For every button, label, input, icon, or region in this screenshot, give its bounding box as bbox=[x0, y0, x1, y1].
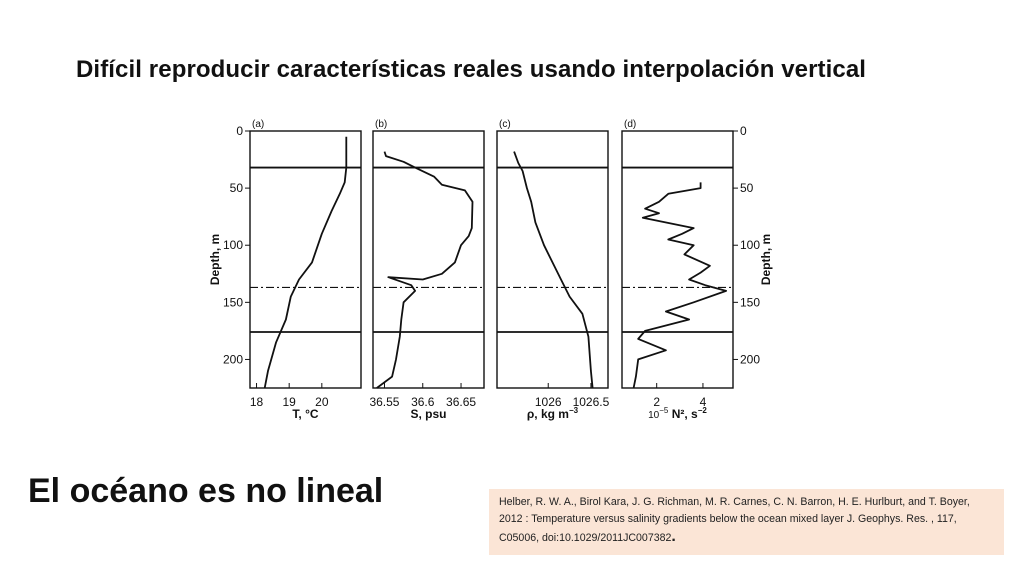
panel-c-x-tick-label: 1026 bbox=[535, 395, 562, 409]
panel-a-profile-line bbox=[263, 136, 348, 389]
citation-text: Helber, R. W. A., Birol Kara, J. G. Rich… bbox=[499, 496, 970, 544]
citation-end: . bbox=[671, 528, 676, 545]
panel-c-x-label-sup: −3 bbox=[569, 406, 579, 415]
panel-b-x-label-text: S, psu bbox=[410, 407, 446, 421]
panel-b-x-tick-label: 36.65 bbox=[446, 395, 476, 409]
panel-c-x-label-text: ρ, kg m bbox=[527, 407, 569, 421]
panel-d-x-label-sup: −2 bbox=[698, 406, 708, 415]
panel-b-label: (b) bbox=[375, 119, 387, 130]
panel-c-x-axis-label: ρ, kg m−3 bbox=[527, 406, 579, 421]
panel-c-x-tick-label: 1026.5 bbox=[573, 395, 610, 409]
panel-a-x-axis-label: T, °C bbox=[292, 407, 318, 421]
right-y-tick-label: 200 bbox=[740, 352, 760, 366]
right-y-tick-label: 150 bbox=[740, 295, 760, 309]
slide-subtitle: El océano es no lineal bbox=[28, 472, 384, 510]
panel-c-label: (c) bbox=[499, 119, 511, 130]
panel-d-x-exponent-sup: −5 bbox=[659, 406, 669, 415]
panel-d-x-tick-label: 2 bbox=[653, 395, 660, 409]
citation-box: Helber, R. W. A., Birol Kara, J. G. Rich… bbox=[489, 489, 1004, 555]
panel-d-frame bbox=[621, 130, 734, 389]
left-y-tick-label: 200 bbox=[223, 352, 243, 366]
right-y-tick-label: 100 bbox=[740, 238, 760, 252]
right-y-tick-label: 50 bbox=[740, 181, 754, 195]
panel-b-frame bbox=[372, 130, 485, 389]
panel-a-frame bbox=[249, 130, 362, 389]
panel-a-x-tick-label: 19 bbox=[282, 395, 296, 409]
panel-c-profile-line bbox=[513, 151, 594, 389]
panel-a-x-label-text: T, °C bbox=[292, 407, 318, 421]
panel-a-label: (a) bbox=[252, 119, 264, 130]
left-y-tick-label: 100 bbox=[223, 238, 243, 252]
panel-d-label: (d) bbox=[624, 119, 636, 130]
panel-b-profile-line bbox=[376, 151, 474, 389]
left-y-tick-label: 0 bbox=[236, 124, 243, 138]
panel-c-frame bbox=[496, 130, 609, 389]
panel-a-x-tick-label: 18 bbox=[250, 395, 264, 409]
panel-b-x-axis-label: S, psu bbox=[410, 407, 446, 421]
right-y-axis-label: Depth, m bbox=[759, 234, 773, 285]
panel-d-x-label-text: N², s bbox=[672, 407, 698, 421]
slide-title: Difícil reproducir características reale… bbox=[76, 56, 867, 83]
panel-d-x-axis-label: 10−5 N², s−2 bbox=[648, 406, 707, 421]
panel-d-profile-line bbox=[632, 182, 727, 389]
left-y-axis-label: Depth, m bbox=[208, 234, 222, 285]
panel-d-x-exponent: 10 bbox=[648, 410, 660, 421]
panel-d-x-tick-label: 4 bbox=[700, 395, 707, 409]
panel-b-x-tick-label: 36.55 bbox=[369, 395, 399, 409]
left-y-tick-label: 50 bbox=[230, 181, 244, 195]
panel-b-x-tick-label: 36.6 bbox=[411, 395, 435, 409]
panel-a-x-tick-label: 20 bbox=[315, 395, 329, 409]
left-y-tick-label: 150 bbox=[223, 295, 243, 309]
right-y-tick-label: 0 bbox=[740, 124, 747, 138]
